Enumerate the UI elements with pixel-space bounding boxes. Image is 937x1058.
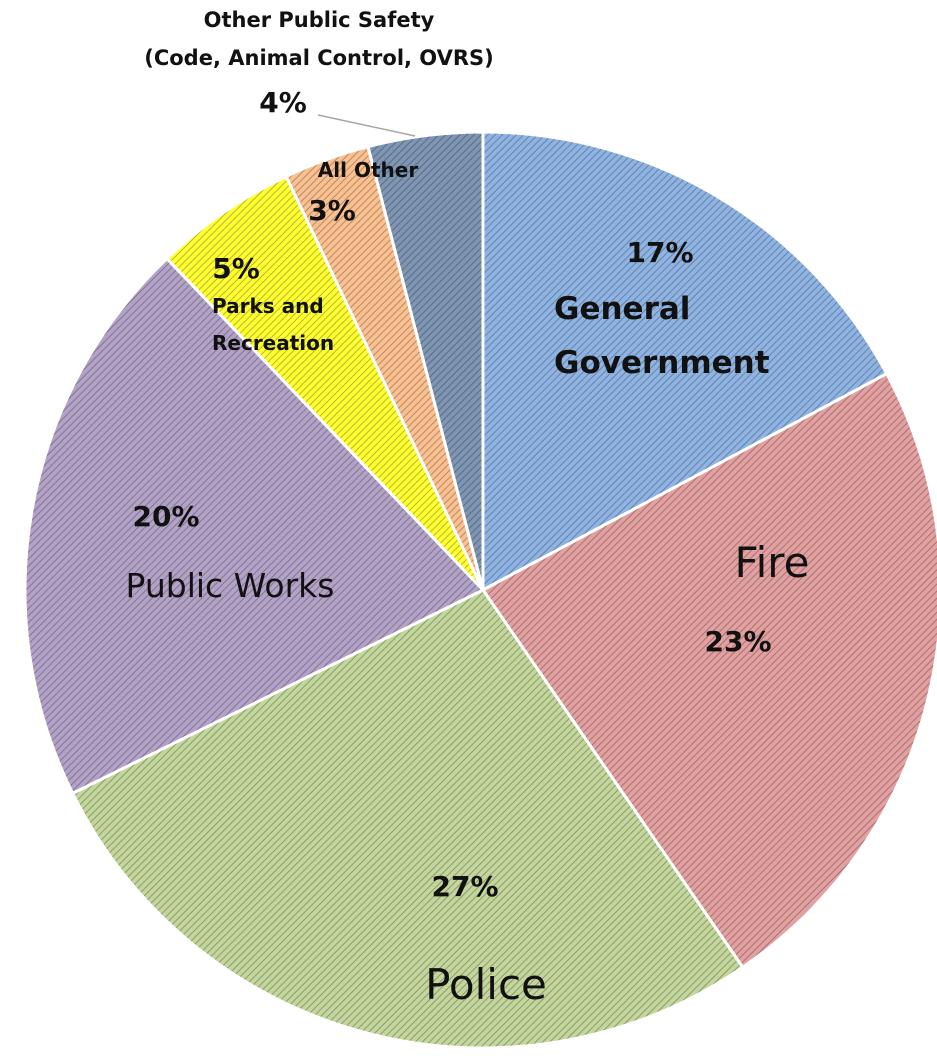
label-name-public-works: Public Works bbox=[126, 566, 335, 605]
pie-slice-general-government bbox=[481, 130, 889, 592]
label-name-police: Police bbox=[425, 960, 547, 1009]
leader-line-other-public-safety bbox=[317, 114, 416, 137]
pie-slices bbox=[23, 130, 937, 1050]
label-name-other-public-safety-line2: (Code, Animal Control, OVRS) bbox=[144, 46, 494, 70]
label-pct-all-other: 3% bbox=[308, 194, 356, 227]
label-name-parks-recreation-line1: Parks and bbox=[212, 294, 324, 318]
pie-slice-police bbox=[71, 588, 745, 1050]
label-pct-police: 27% bbox=[431, 870, 498, 903]
pie-labels: 17% General Government Fire 23% 27% Poli… bbox=[126, 8, 810, 1009]
pie-slice-public-works bbox=[23, 257, 485, 795]
pie-slice-other-public-safety bbox=[366, 130, 485, 592]
label-name-all-other: All Other bbox=[318, 158, 419, 182]
label-pct-parks-recreation: 5% bbox=[212, 252, 260, 285]
label-name-general-government-line2: Government bbox=[554, 345, 770, 381]
pie-slice-fire bbox=[481, 372, 937, 969]
label-name-other-public-safety-line1: Other Public Safety bbox=[204, 8, 435, 32]
pie-slice-parks-recreation bbox=[165, 174, 485, 592]
label-pct-other-public-safety: 4% bbox=[259, 86, 307, 119]
label-pct-fire: 23% bbox=[704, 625, 771, 658]
label-name-parks-recreation-line2: Recreation bbox=[212, 331, 334, 355]
label-pct-public-works: 20% bbox=[132, 500, 199, 533]
label-pct-general-government: 17% bbox=[626, 236, 693, 269]
label-name-fire: Fire bbox=[735, 538, 810, 587]
label-name-general-government-line1: General bbox=[554, 291, 690, 327]
